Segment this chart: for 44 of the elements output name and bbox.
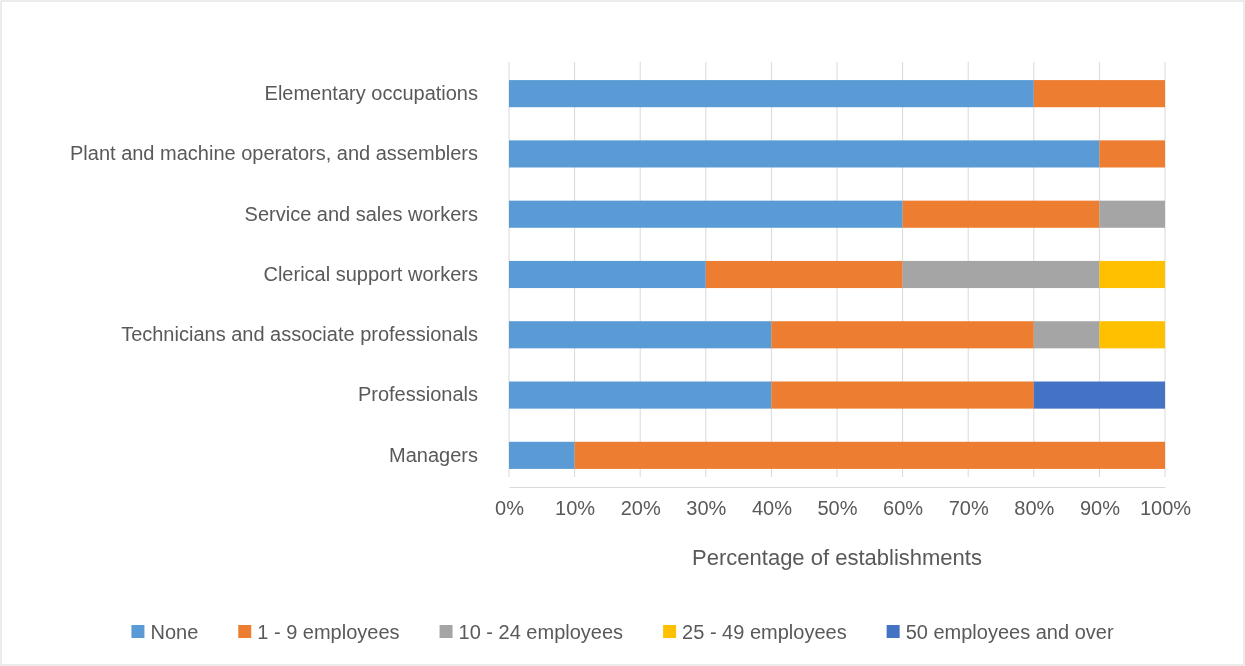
y-tick-label: Elementary occupations (264, 82, 478, 105)
bar (509, 381, 772, 409)
bar (574, 441, 1165, 469)
x-tick-label: 90% (1079, 497, 1121, 520)
x-tick-label: 60% (883, 497, 924, 520)
bar (705, 260, 903, 289)
bar (1099, 140, 1165, 168)
bar (771, 381, 1034, 409)
bar (1033, 381, 1165, 409)
legend-label: 50 employees and over (905, 621, 1114, 643)
x-axis-title: Percentage of establishments (692, 545, 982, 570)
bar (509, 441, 575, 469)
y-tick-label: Plant and machine operators, and assemblers (69, 142, 478, 165)
legend-label: 25 - 49 employees (682, 621, 847, 643)
y-tick-label: Technicians and associate professionals (121, 323, 478, 346)
bar (1099, 321, 1165, 349)
y-tick-label: Service and sales workers (244, 202, 478, 225)
legend-label: None (150, 621, 199, 643)
bar (509, 140, 1100, 168)
bar (509, 200, 903, 228)
bar (902, 260, 1100, 289)
y-tick-label: Clerical support workers (263, 262, 478, 285)
bar (1099, 260, 1165, 289)
bar (1099, 200, 1165, 228)
legend-label: 10 - 24 employees (458, 621, 624, 643)
bar (1033, 80, 1165, 108)
bar (902, 200, 1100, 228)
bar (509, 321, 772, 349)
y-tick-label: Professionals (357, 383, 478, 406)
bar (1033, 321, 1100, 349)
legend-label: 1 - 9 employees (257, 621, 400, 643)
y-tick-label: Managers (389, 443, 478, 466)
x-tick-label: 50% (817, 497, 858, 520)
bar (509, 80, 1034, 108)
bar (771, 321, 1034, 349)
x-tick-label: 100% (1139, 497, 1192, 520)
x-tick-label: 30% (686, 497, 727, 520)
x-tick-label: 40% (751, 497, 793, 520)
x-tick-label: 20% (620, 497, 661, 520)
x-tick-label: 0% (495, 497, 525, 520)
bar (509, 260, 706, 289)
x-tick-label: 10% (555, 497, 596, 520)
x-tick-label: 80% (1014, 497, 1055, 520)
x-tick-label: 70% (948, 497, 989, 520)
